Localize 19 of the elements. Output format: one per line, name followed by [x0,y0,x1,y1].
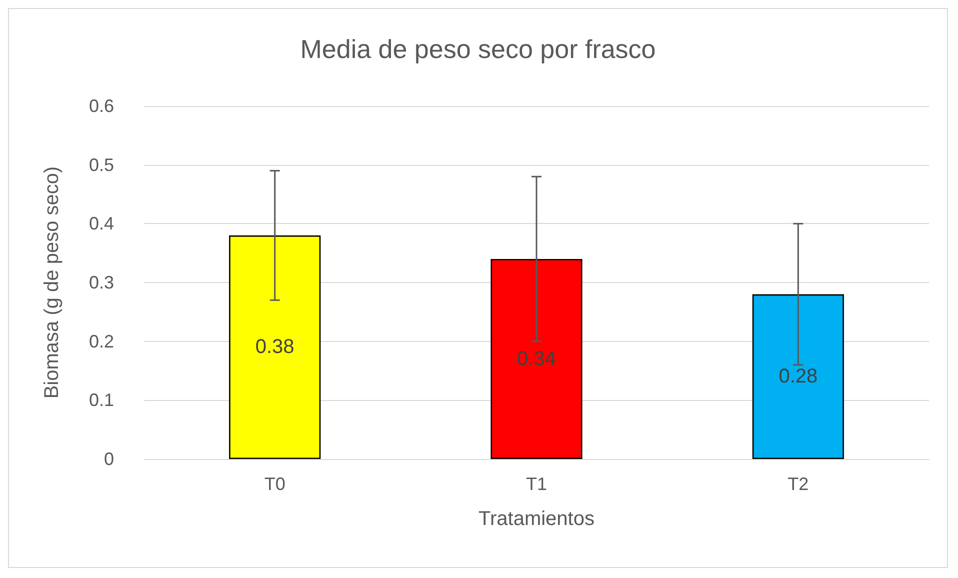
y-axis-title: Biomasa (g de peso seco) [41,166,63,399]
bar [490,258,582,459]
data-label: 0.38 [255,336,294,358]
x-axis-title: Tratamientos [478,508,594,530]
y-tick-label: 0.6 [88,96,114,116]
y-tick-label: 0.5 [88,154,114,175]
y-tick-label: 0 [104,449,114,469]
x-tick-label: T2 [788,474,809,494]
y-tick-label: 0.2 [88,331,114,352]
data-label: 0.28 [778,366,818,388]
chart-title: Media de peso seco por frasco [300,34,656,64]
x-tick-label: T1 [526,474,548,494]
y-tick-label: 0.4 [88,214,114,234]
x-tick-label: T0 [264,474,286,494]
bar [229,235,321,459]
y-tick-label: 0.1 [88,390,114,410]
bar [752,294,844,459]
y-tick-label: 0.3 [88,272,114,292]
data-label: 0.34 [517,348,556,370]
